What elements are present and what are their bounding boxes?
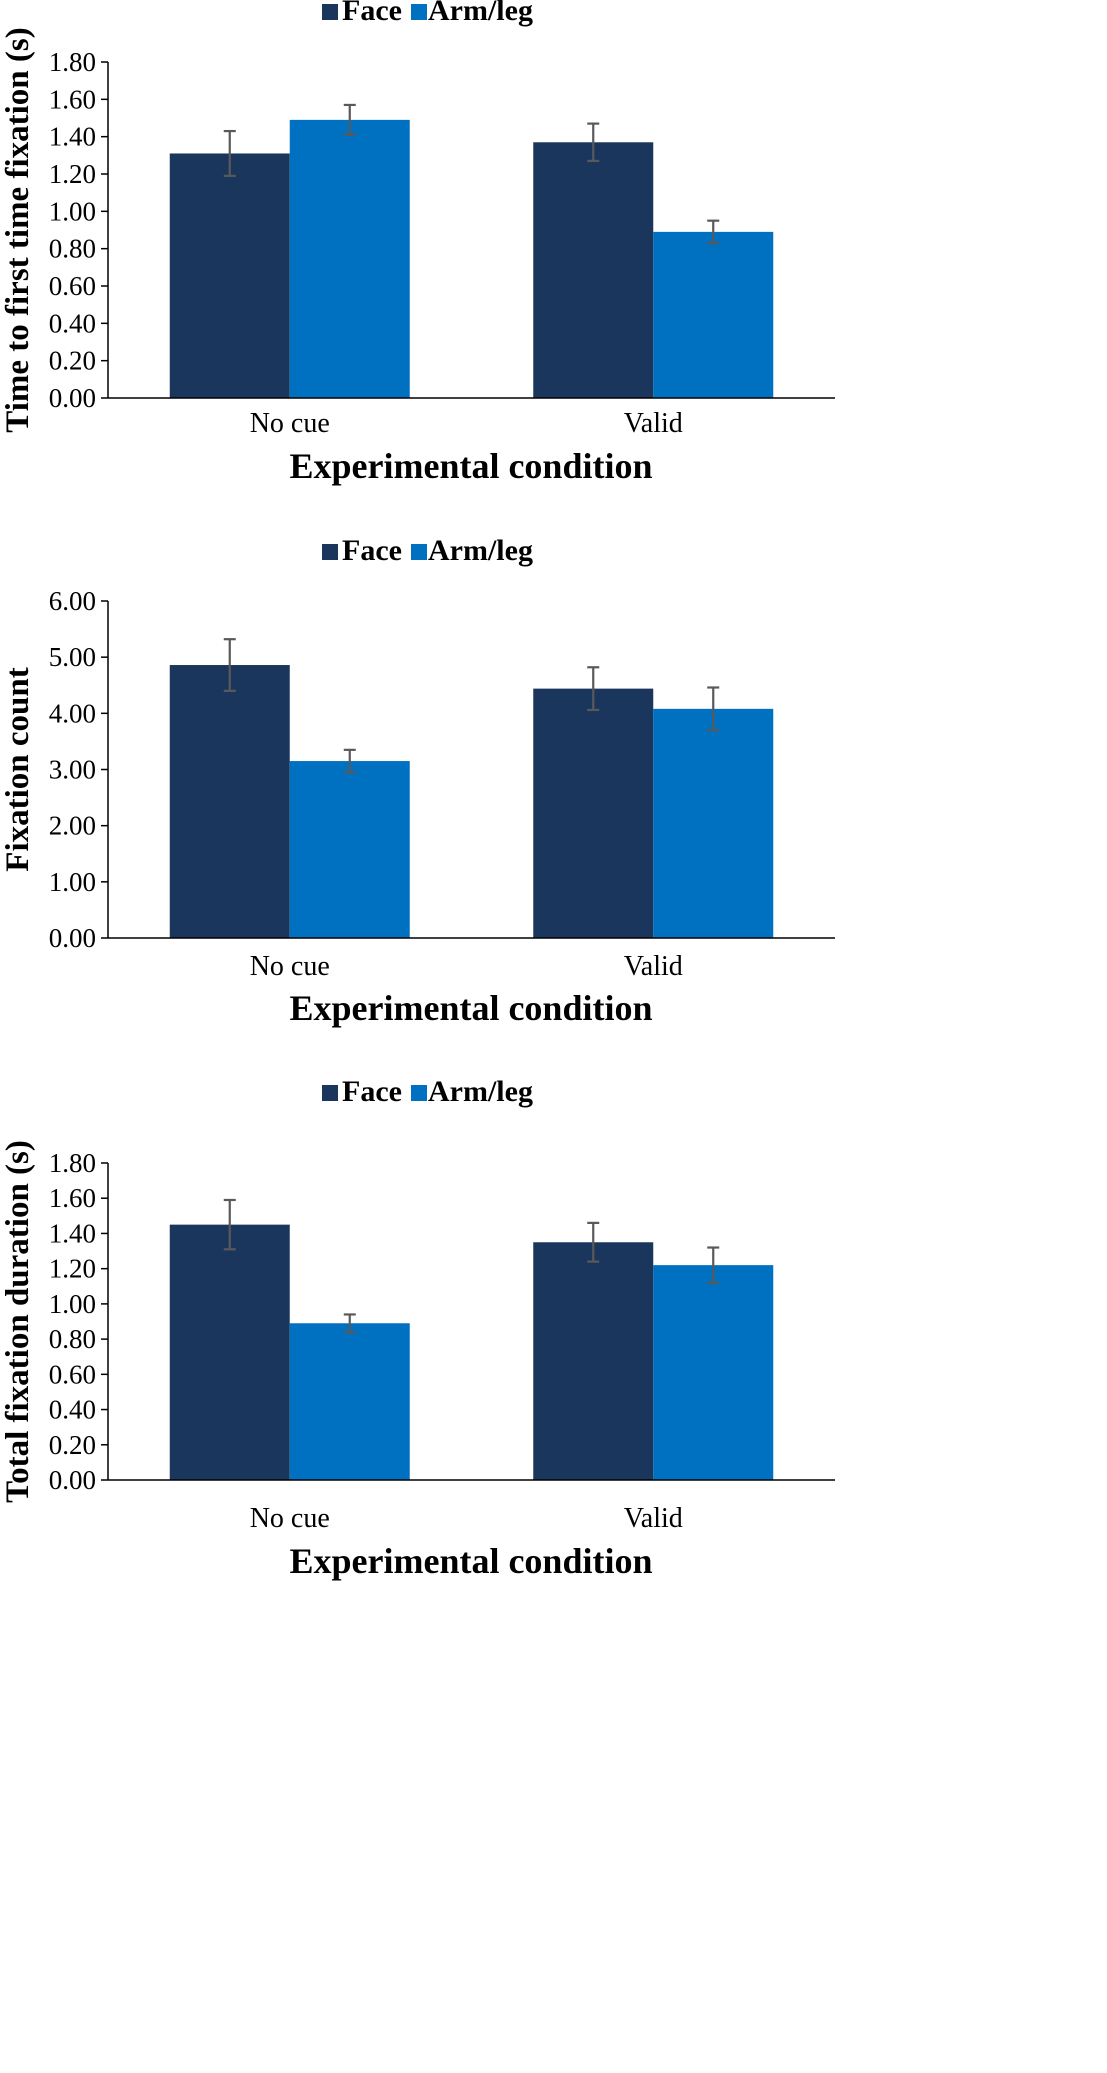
bar-arm-leg-no-cue [289,1323,410,1480]
y-tick-label: 0.00 [49,383,96,413]
legend-swatch-arm-leg [411,544,427,560]
y-axis-title: Time to first time fixation (s) [0,27,36,432]
y-tick-label: 1.20 [49,1254,96,1284]
y-tick-label: 0.40 [49,308,96,338]
x-category-label: No cue [250,408,330,439]
bar-arm-leg-no-cue [289,119,410,398]
y-tick-label: 0.80 [49,234,96,264]
y-tick-label: 1.80 [49,47,96,77]
legend-swatch-arm-leg [411,4,427,20]
y-tick-label: 1.60 [49,1183,96,1213]
legend-label-arm-leg: Arm/leg [428,0,533,27]
legend-label-arm-leg: Arm/leg [428,534,533,567]
bar-face-valid [533,142,654,398]
y-tick-label: 6.00 [49,586,96,616]
bar-arm-leg-valid [653,1265,774,1480]
chart-svg-1: Face Arm/leg 0.00 1.00 2.00 3.00 4.00 5.00 6.00 N… [0,534,835,1028]
legend-swatch-face [322,1085,338,1101]
error-bar [343,1313,356,1334]
error-bar [343,748,356,774]
bar-arm-leg-valid [653,231,774,398]
error-bar [343,103,356,136]
chart-time-to-first-fixation: Face Arm/leg 0.00 0.20 0.40 0.60 0.80 1.00 1.20 1… [0,0,1107,690]
legend-label-face: Face [342,1075,402,1108]
chart-total-fixation-duration: Face Arm/leg 0.00 0.20 0.40 0.60 0.80 1.00 1.20 1… [0,1075,1107,2073]
x-category-label: No cue [250,951,330,982]
y-tick-label: 1.00 [49,1289,96,1319]
legend-label-face: Face [342,0,402,27]
y-tick-label: 1.40 [49,1218,96,1248]
error-bar [587,122,600,163]
y-tick-label: 0.40 [49,1395,96,1425]
y-tick-label: 1.20 [49,159,96,189]
x-category-label: No cue [250,1503,330,1534]
bar-face-valid [533,688,654,938]
bar-face-no-cue [169,665,290,938]
y-tick-label: 5.00 [49,642,96,672]
legend-label-arm-leg: Arm/leg [428,1075,533,1108]
y-tick-label: 4.00 [49,698,96,728]
y-axis-title: Total fixation duration (s) [0,1140,36,1503]
y-tick-label: 1.40 [49,122,96,152]
chart-svg-2: Face Arm/leg 0.00 0.20 0.40 0.60 0.80 1.00 1.20 1… [0,1075,835,1581]
bar-arm-leg-no-cue [289,761,410,938]
x-category-label: Valid [624,951,683,982]
error-bar [707,1246,720,1284]
y-tick-label: 3.00 [49,755,96,785]
x-category-label: Valid [624,408,683,439]
y-axis-title: Fixation count [0,667,36,871]
error-bar [223,638,236,692]
y-tick-label: 0.80 [49,1324,96,1354]
error-bar [587,1221,600,1263]
y-tick-label: 1.00 [49,196,96,226]
y-tick-label: 0.60 [49,271,96,301]
bar-face-no-cue [169,1224,290,1480]
x-axis-title: Experimental condition [289,1541,652,1581]
x-axis-title: Experimental condition [289,988,652,1028]
error-bar [707,686,720,732]
y-tick-label: 0.60 [49,1359,96,1389]
y-tick-label: 1.80 [49,1148,96,1178]
error-bar [223,1198,236,1251]
chart-fixation-count: Face Arm/leg 0.00 1.00 2.00 3.00 4.00 5.00 6.00 N… [0,534,1107,1385]
legend-swatch-arm-leg [411,1085,427,1101]
y-tick-label: 1.60 [49,84,96,114]
legend-swatch-face [322,544,338,560]
x-category-label: Valid [624,1503,683,1534]
bar-face-no-cue [169,153,290,398]
y-tick-label: 0.20 [49,1430,96,1460]
legend-label-face: Face [342,534,402,567]
y-tick-label: 0.00 [49,923,96,953]
y-tick-label: 0.20 [49,346,96,376]
error-bar [223,129,236,177]
bar-face-valid [533,1242,654,1480]
error-bar [707,219,720,245]
y-tick-label: 0.00 [49,1465,96,1495]
legend-swatch-face [322,4,338,20]
y-tick-label: 2.00 [49,811,96,841]
y-tick-label: 1.00 [49,867,96,897]
error-bar [587,666,600,712]
x-axis-title: Experimental condition [289,446,652,486]
bar-arm-leg-valid [653,708,774,938]
chart-svg-0: Face Arm/leg 0.00 0.20 0.40 0.60 0.80 1.00 1.20 1… [0,0,835,486]
